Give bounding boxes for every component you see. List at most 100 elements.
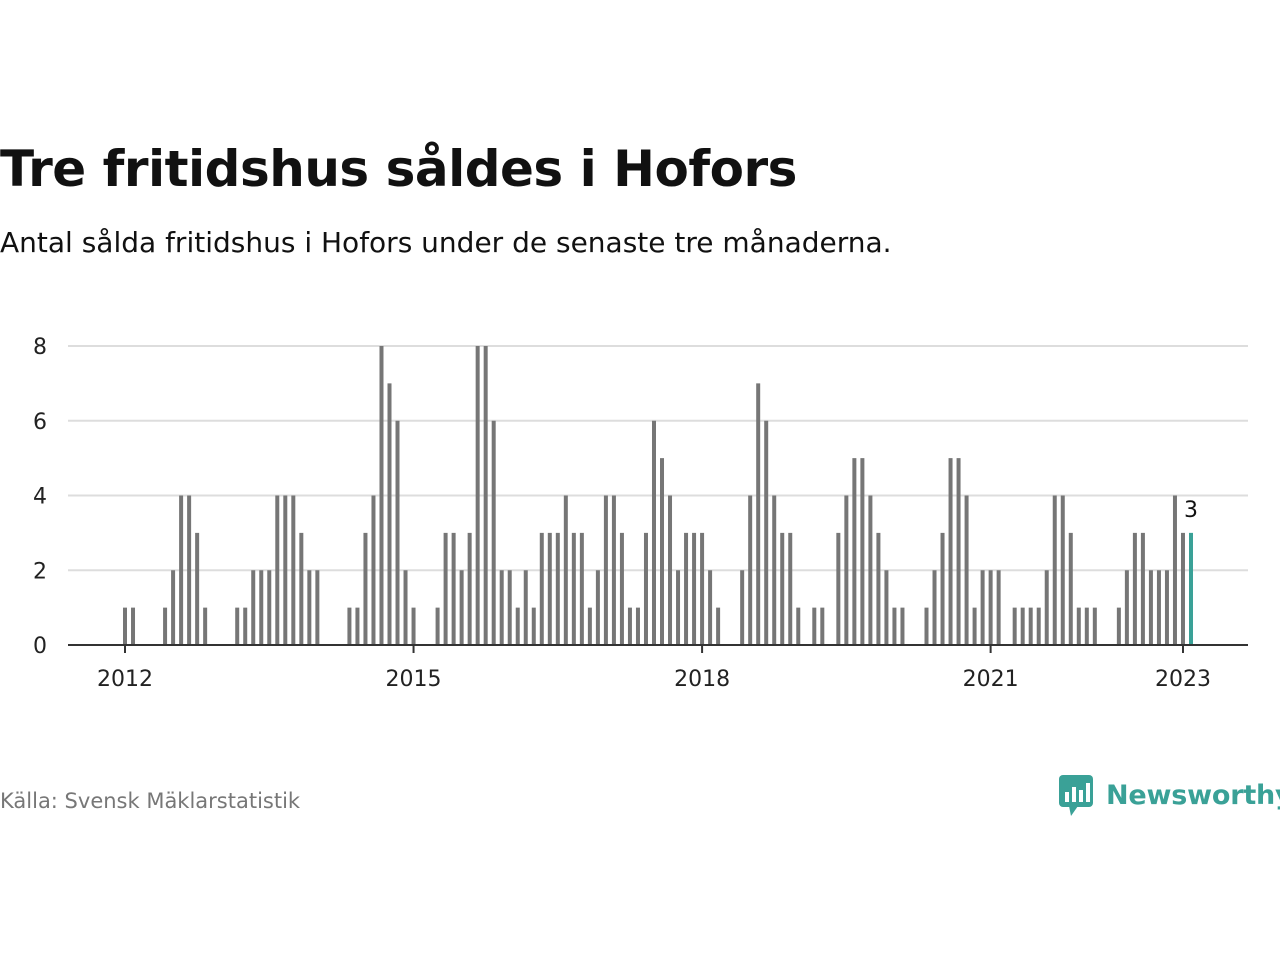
bar (1084, 607, 1089, 645)
bar (291, 495, 296, 645)
bar (884, 570, 889, 645)
bar (1132, 532, 1137, 645)
bar (1012, 607, 1017, 645)
bar (243, 607, 248, 645)
bar (451, 532, 456, 645)
bar (235, 607, 240, 645)
bar (387, 383, 392, 645)
bar (483, 346, 488, 645)
bar (259, 570, 264, 645)
y-tick-label: 0 (33, 634, 47, 659)
bar (611, 495, 616, 645)
bar (1036, 607, 1041, 645)
bar (660, 458, 665, 645)
x-tick-label: 2012 (97, 667, 153, 692)
bar (403, 570, 408, 645)
chart-subtitle: Antal sålda fritidshus i Hofors under de… (0, 226, 892, 259)
x-tick-label: 2015 (386, 667, 442, 692)
bar (1172, 495, 1177, 645)
bar (820, 607, 825, 645)
bar (435, 607, 440, 645)
bar (780, 532, 785, 645)
y-tick-label: 4 (33, 485, 47, 510)
bar (643, 532, 648, 645)
bar (467, 532, 472, 645)
bar (283, 495, 288, 645)
bar (1020, 607, 1025, 645)
bar (1028, 607, 1033, 645)
bar (1156, 570, 1161, 645)
bar (547, 532, 552, 645)
bar (275, 495, 280, 645)
bar (964, 495, 969, 645)
bar (1116, 607, 1121, 645)
brand-logo[interactable]: Newsworthy (1058, 772, 1280, 818)
y-tick-label: 8 (33, 335, 47, 360)
bar (956, 458, 961, 645)
bar (443, 532, 448, 645)
bar (692, 532, 697, 645)
bar (475, 346, 480, 645)
bar (1164, 570, 1169, 645)
bar-chart: 0 2 4 6 8 2012 2015 2018 2021 2023 3 (33, 335, 1248, 692)
bar (1052, 495, 1057, 645)
bar (515, 607, 520, 645)
bar (748, 495, 753, 645)
bar (355, 607, 360, 645)
bar (684, 532, 689, 645)
bar (1148, 570, 1153, 645)
source-note: Källa: Svensk Mäklarstatistik (0, 789, 301, 813)
bar (924, 607, 929, 645)
bar (996, 570, 1001, 645)
bar (251, 570, 256, 645)
bar (395, 420, 400, 645)
bar (411, 607, 416, 645)
x-tick-label: 2021 (963, 667, 1019, 692)
bar (363, 532, 368, 645)
bar (371, 495, 376, 645)
bar (603, 495, 608, 645)
x-tick-label: 2023 (1155, 667, 1211, 692)
bar (852, 458, 857, 645)
bar (988, 570, 993, 645)
bar (1140, 532, 1145, 645)
bar (531, 607, 536, 645)
bar (1044, 570, 1049, 645)
bar (619, 532, 624, 645)
bar (179, 495, 184, 645)
bar (860, 458, 865, 645)
bar (507, 570, 512, 645)
bar (523, 570, 528, 645)
bar (651, 420, 656, 645)
bar (1068, 532, 1073, 645)
newsworthy-logo-icon (1059, 775, 1093, 816)
bar (940, 532, 945, 645)
y-axis: 0 2 4 6 8 (33, 335, 47, 659)
bar (307, 570, 312, 645)
bar (812, 607, 817, 645)
bar-highlight (1189, 532, 1193, 645)
bar (700, 532, 705, 645)
bar (1124, 570, 1129, 645)
bar (579, 532, 584, 645)
bar (716, 607, 721, 645)
x-tick-label: 2018 (674, 667, 730, 692)
bar (539, 532, 544, 645)
bar (491, 420, 496, 645)
bar (868, 495, 873, 645)
gridlines (68, 345, 1248, 572)
bar (708, 570, 713, 645)
chart-title: Tre fritidshus såldes i Hofors (0, 140, 797, 198)
bar (171, 570, 176, 645)
bar (555, 532, 560, 645)
bar (459, 570, 464, 645)
bar (972, 607, 977, 645)
bar (1180, 532, 1185, 645)
bar (195, 532, 200, 645)
bar (571, 532, 576, 645)
bar (980, 570, 985, 645)
bar (948, 458, 953, 645)
bar (676, 570, 681, 645)
bar (627, 607, 632, 645)
bar (772, 495, 777, 645)
